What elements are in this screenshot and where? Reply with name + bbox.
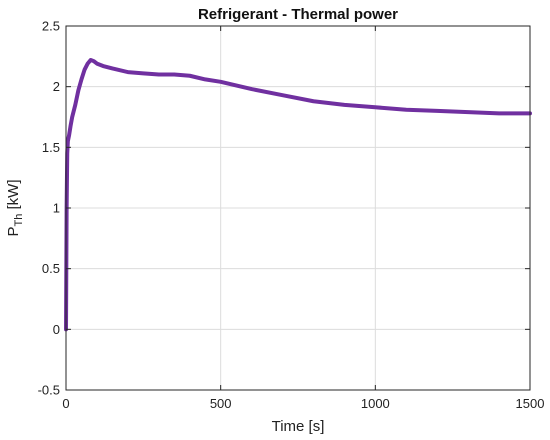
x-tick-label: 1500 <box>516 396 545 411</box>
x-tick-label: 1000 <box>361 396 390 411</box>
y-axis-label: PTh [kW] <box>5 179 25 236</box>
series-line <box>64 57 532 332</box>
chart-title: Refrigerant - Thermal power <box>198 6 398 23</box>
y-axis-label-unit: [kW] <box>5 179 22 213</box>
x-axis-label: Time [s] <box>272 418 325 435</box>
y-tick-label: 1.5 <box>42 140 60 155</box>
y-axis-label-subscript: Th <box>13 214 25 227</box>
x-tick-label: 0 <box>62 396 69 411</box>
y-tick-label: 2 <box>53 79 60 94</box>
y-tick-label: 1 <box>53 201 60 216</box>
y-tick-label: 0.5 <box>42 261 60 276</box>
grid-lines <box>66 26 530 390</box>
y-tick-label: 0 <box>53 322 60 337</box>
tick-marks <box>65 25 531 391</box>
x-tick-label: 500 <box>210 396 232 411</box>
y-axis-label-base: P <box>5 227 22 237</box>
tick-labels: 0 500 1000 1500-0.500.511.522.5 <box>38 19 545 412</box>
y-tick-label: -0.5 <box>38 383 60 398</box>
y-tick-label: 2.5 <box>42 19 60 34</box>
